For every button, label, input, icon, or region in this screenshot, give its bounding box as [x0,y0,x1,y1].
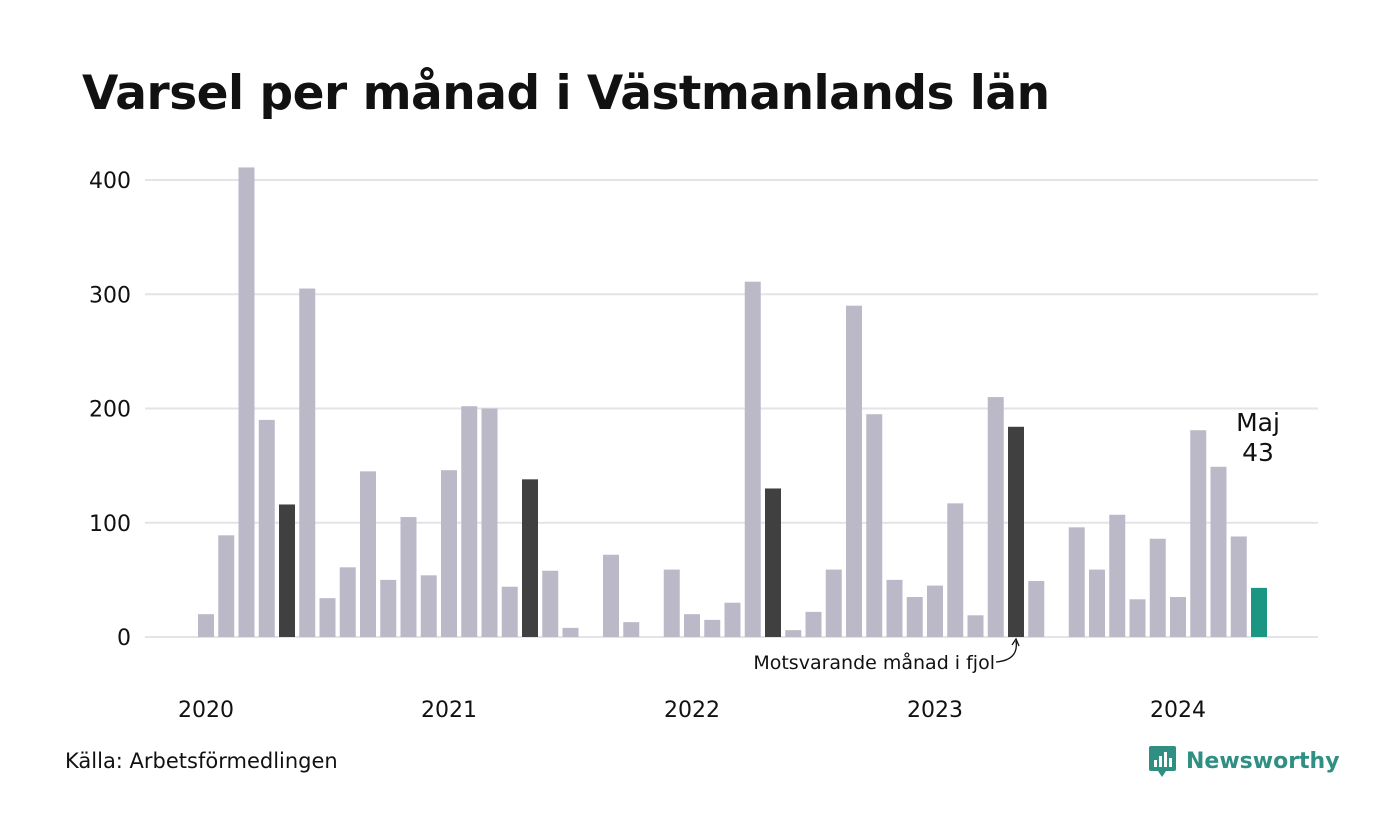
bar [238,167,255,637]
previous-year-annotation: Motsvarande månad i fjol [753,651,995,674]
bar [461,406,478,637]
chart-title: Varsel per månad i Västmanlands län [82,66,1050,121]
bar [1089,569,1105,637]
bar [481,408,498,637]
bar [906,597,923,637]
bar [299,288,316,637]
y-axis-tick-labels: 0 100 200 300 400 [89,169,131,651]
bar [623,622,640,637]
bar [1028,581,1045,637]
bar [846,305,862,637]
bar [400,517,417,637]
bar [704,619,721,637]
bar-current-month [1251,587,1267,637]
grid-lines [145,179,1318,638]
x-tick-label: 2024 [1150,698,1206,723]
bar [947,503,964,637]
newsworthy-logo-icon [1149,746,1176,777]
bar [258,419,275,637]
x-tick-label: 2021 [421,698,477,723]
current-month-label: Maj [1236,408,1280,437]
y-tick-label: 400 [89,169,131,194]
x-tick-label: 2022 [664,698,720,723]
bar [927,585,943,637]
bar [1230,536,1247,637]
bar [218,535,235,637]
bar-same-month-previous-year [522,479,538,637]
y-tick-label: 300 [89,283,131,308]
y-tick-label: 200 [89,398,131,423]
source-note: Källa: Arbetsförmedlingen [65,749,338,773]
bar [501,586,518,637]
bar [967,615,984,637]
bar [866,414,883,637]
x-tick-label: 2023 [907,698,963,723]
bar [1109,514,1126,637]
brand-name: Newsworthy [1186,748,1340,774]
bar [339,567,356,637]
bar [420,575,437,637]
annotation-arrow [995,640,1017,663]
bar [562,627,579,637]
bar [1190,430,1207,637]
bar [987,397,1004,637]
y-tick-label: 0 [117,626,131,651]
x-axis-tick-labels: 2020 2021 2022 2023 2024 [178,698,1206,723]
bar [825,569,842,637]
bar [1210,466,1227,637]
annotation-arrowhead [1011,637,1020,647]
bar [198,614,214,637]
bar [886,579,903,637]
bar-same-month-previous-year [765,488,781,637]
x-tick-label: 2020 [178,698,234,723]
bar [360,471,376,637]
brand-logo: Newsworthy [1148,744,1340,778]
bar [805,611,822,637]
bar-same-month-previous-year [279,504,295,637]
bar [724,602,741,637]
bars [198,167,1267,637]
y-tick-label: 100 [89,512,131,537]
bar-same-month-previous-year [1008,426,1024,637]
bar [1149,538,1166,637]
bar [1129,599,1146,637]
bar [1170,597,1186,637]
bar [663,569,680,637]
bar [542,570,559,637]
bar [785,630,802,637]
bar [1068,527,1085,637]
bar [441,470,457,637]
bar [744,281,761,637]
current-month-value: 43 [1242,438,1274,467]
bar [380,579,397,637]
bar [319,598,336,637]
bar [684,614,700,637]
bar [603,554,619,637]
